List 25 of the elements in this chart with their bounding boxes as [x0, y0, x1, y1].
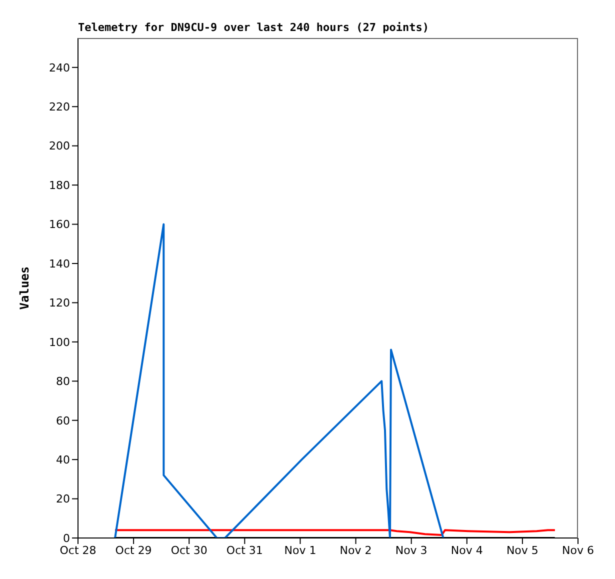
y-tick-label: 80	[56, 375, 70, 388]
x-tick-label: Nov 5	[506, 544, 538, 557]
y-tick-label: 0	[63, 532, 70, 545]
x-tick-label: Oct 28	[60, 544, 96, 557]
x-tick-label: Oct 29	[115, 544, 152, 557]
y-tick-label: 140	[49, 257, 70, 270]
x-tick-label: Nov 2	[340, 544, 372, 557]
y-axis-title: Values	[17, 266, 32, 310]
y-tick-label: 160	[49, 218, 70, 232]
y-tick-label: 180	[49, 178, 70, 192]
y-tick-label: 20	[56, 492, 70, 506]
y-tick-label: 60	[56, 414, 70, 428]
y-tick-label: 120	[49, 296, 70, 310]
x-tick-label: Nov 1	[284, 544, 316, 557]
y-tick-label: 220	[49, 100, 70, 114]
y-tick-label: 100	[49, 336, 70, 349]
x-tick-label: Oct 31	[226, 544, 263, 557]
x-tick-label: Nov 4	[450, 544, 483, 557]
y-tick-label: 40	[56, 453, 70, 466]
y-tick-label: 200	[49, 140, 70, 153]
chart-title: Telemetry for DN9CU-9 over last 240 hours (27 points)	[78, 21, 429, 34]
x-tick-label: Nov 3	[395, 544, 428, 557]
x-tick-label: Nov 6	[562, 544, 594, 557]
x-tick-label: Oct 30	[170, 544, 208, 557]
y-tick-label: 240	[49, 61, 70, 74]
